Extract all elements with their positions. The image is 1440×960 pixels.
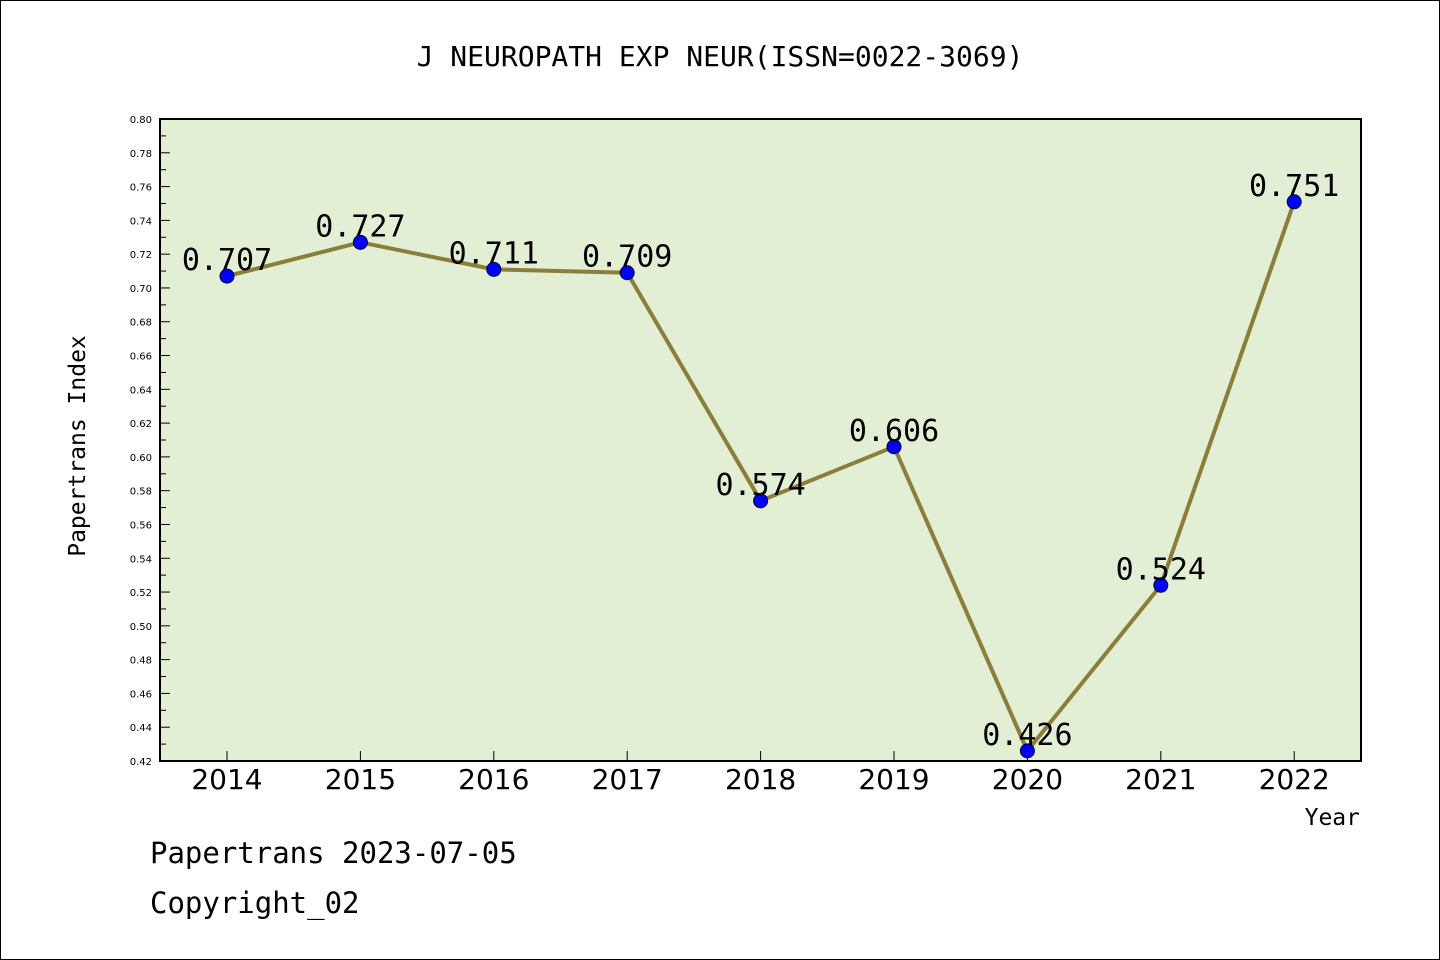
- x-tick-label: 2020: [992, 763, 1063, 796]
- y-tick-label: 0.54: [130, 554, 152, 565]
- data-label: 0.707: [182, 243, 272, 278]
- x-tick-label: 2018: [725, 763, 796, 796]
- x-tick-label: 2016: [458, 763, 529, 796]
- x-tick-label: 2019: [858, 763, 929, 796]
- y-tick-label: 0.78: [130, 149, 152, 160]
- data-point: [619, 265, 635, 281]
- y-tick-label: 0.56: [130, 520, 152, 531]
- footer-copyright: Copyright_02: [150, 886, 360, 920]
- x-axis-label: Year: [1305, 805, 1360, 831]
- y-tick-label: 0.50: [130, 622, 152, 633]
- x-tick-label: 2015: [325, 763, 396, 796]
- y-tick-label: 0.60: [130, 453, 152, 464]
- x-tick-label: 2021: [1125, 763, 1196, 796]
- data-label: 0.727: [315, 209, 405, 244]
- footer-date: Papertrans 2023-07-05: [150, 836, 517, 870]
- data-label: 0.751: [1249, 169, 1339, 204]
- y-tick-label: 0.62: [130, 419, 152, 430]
- plot-area: [159, 118, 1362, 762]
- y-tick-label: 0.76: [130, 183, 152, 194]
- y-tick-label: 0.44: [130, 723, 152, 734]
- y-tick-label: 0.58: [130, 487, 152, 498]
- y-tick-label: 0.68: [130, 318, 152, 329]
- x-tick-label: 2017: [592, 763, 663, 796]
- data-point: [486, 261, 502, 277]
- y-tick-label: 0.74: [130, 216, 152, 227]
- y-tick-label: 0.66: [130, 352, 152, 363]
- y-tick-label: 0.72: [130, 250, 152, 261]
- y-tick-label: 0.52: [130, 588, 152, 599]
- y-tick-label: 0.64: [130, 385, 152, 396]
- data-label: 0.574: [715, 468, 805, 503]
- x-tick-label: 2022: [1259, 763, 1330, 796]
- data-point: [352, 234, 368, 250]
- data-point: [219, 268, 235, 284]
- chart-title: J NEUROPATH EXP NEUR(ISSN=0022-3069): [417, 40, 1024, 73]
- data-label: 0.711: [449, 236, 539, 271]
- y-tick-label: 0.42: [130, 757, 152, 768]
- data-point: [1019, 743, 1035, 759]
- y-axis-label: Papertrans Index: [65, 335, 91, 557]
- data-point: [1286, 194, 1302, 210]
- x-tick-label: 2014: [191, 763, 262, 796]
- data-label: 0.709: [582, 240, 672, 275]
- data-point: [886, 439, 902, 455]
- data-label: 0.606: [849, 414, 939, 449]
- y-tick-label: 0.80: [130, 115, 152, 126]
- data-label: 0.524: [1116, 552, 1206, 587]
- y-tick-label: 0.70: [130, 284, 152, 295]
- data-point: [753, 493, 769, 509]
- y-tick-label: 0.48: [130, 656, 152, 667]
- data-point: [1153, 577, 1169, 593]
- data-label: 0.426: [982, 718, 1072, 753]
- y-tick-label: 0.46: [130, 689, 152, 700]
